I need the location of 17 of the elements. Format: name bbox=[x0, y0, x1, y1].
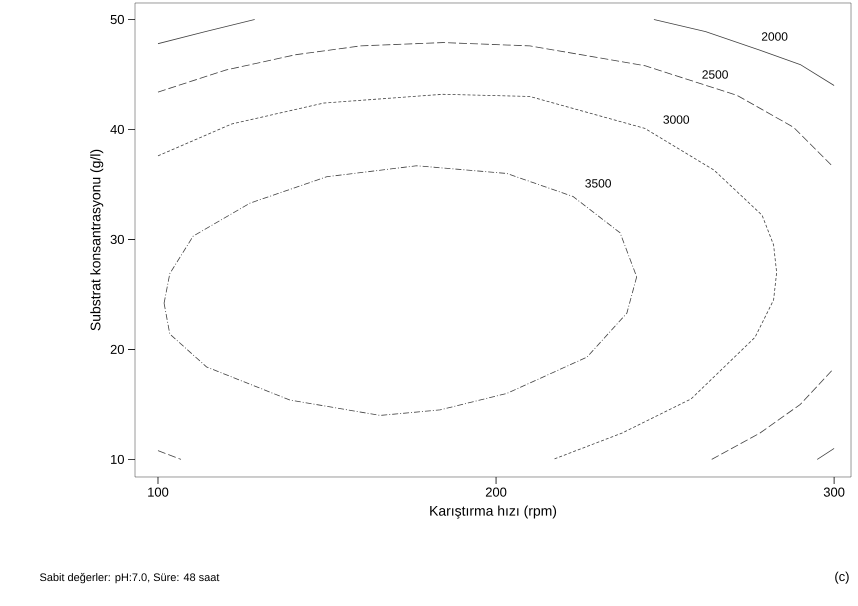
y-tick-label: 50 bbox=[110, 14, 124, 24]
text: Sabit değerler: pH:7.0, Süre: 48 saat bbox=[40, 572, 220, 584]
annotation: 3000 bbox=[663, 115, 690, 124]
x-axis-title: Karıştırma hızı (rpm) bbox=[430, 506, 556, 519]
line-series bbox=[158, 94, 778, 460]
x-tick-label: 200 bbox=[486, 488, 506, 497]
annotation: 3500 bbox=[585, 179, 611, 188]
annotation: 2000 bbox=[762, 32, 788, 41]
annotation: 2500 bbox=[702, 70, 728, 79]
y-tick-label: 20 bbox=[110, 344, 124, 354]
x-tick-label: 100 bbox=[148, 488, 168, 497]
y-tick-label: 10 bbox=[111, 454, 124, 464]
x-tick-label: 300 bbox=[824, 488, 844, 497]
y-tick-label: 40 bbox=[110, 124, 124, 134]
y-tick-label: 30 bbox=[110, 234, 124, 244]
text: (c) bbox=[835, 572, 849, 584]
y-axis-title: Substrat konsantrasyonu (g/l) bbox=[90, 150, 104, 330]
